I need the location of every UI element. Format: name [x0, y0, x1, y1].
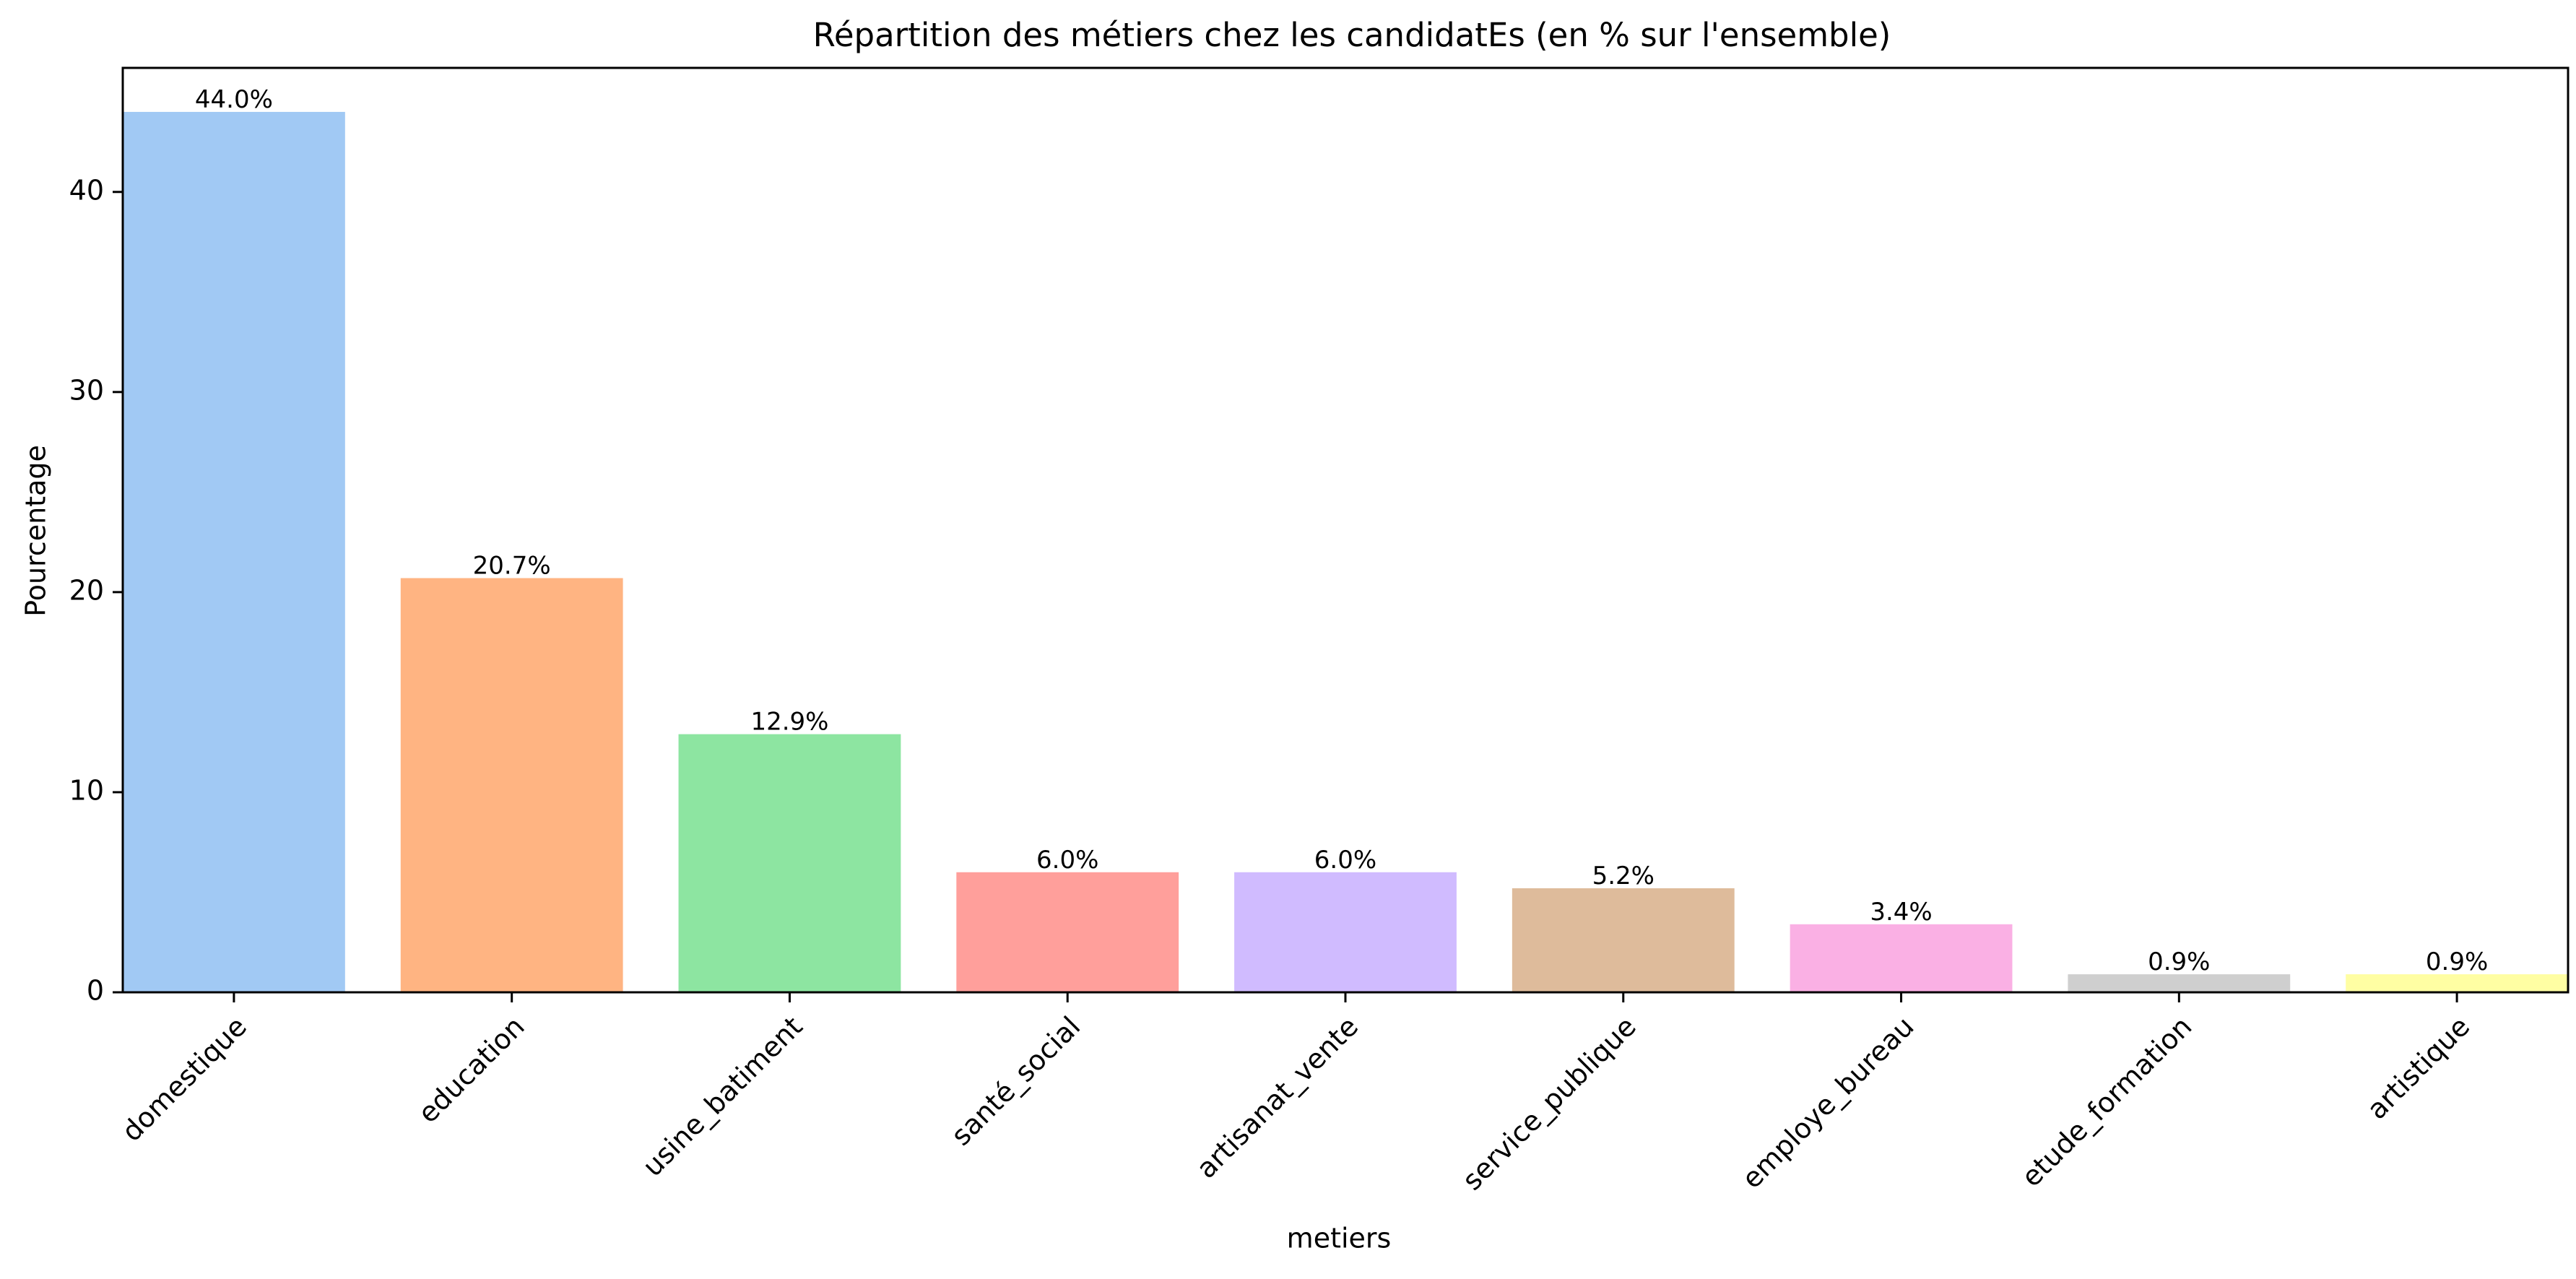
- value-label-santé_social: 6.0%: [1036, 846, 1098, 875]
- bar-usine_batiment: [678, 734, 901, 992]
- bar-service_publique: [1512, 888, 1735, 992]
- x-tick-label: artisanat_vente: [1190, 1010, 1364, 1184]
- value-labels-layer: 44.0% 20.7% 12.9% 6.0% 6.0% 5.2% 3.4% 0.9% 0.9%: [195, 85, 2488, 976]
- bar-education: [400, 578, 623, 992]
- x-tick-label: employe_bureau: [1735, 1010, 1920, 1195]
- value-label-usine_batiment: 12.9%: [750, 708, 828, 737]
- value-label-employe_bureau: 3.4%: [1870, 898, 1932, 927]
- x-tick-label: education: [412, 1010, 530, 1129]
- x-axis-label: metiers: [1287, 1223, 1392, 1254]
- y-tick-label: 10: [69, 774, 104, 806]
- y-tick-label: 40: [69, 174, 104, 206]
- value-label-etude_formation: 0.9%: [2148, 948, 2210, 976]
- x-tick-label: usine_batiment: [636, 1010, 808, 1182]
- x-axis: domestique education usine_batiment santé_s…: [116, 992, 2476, 1197]
- value-label-education: 20.7%: [473, 551, 551, 580]
- y-axis-label: Pourcentage: [20, 445, 52, 617]
- y-tick-label: 0: [87, 975, 104, 1007]
- bar-artisanat_vente: [1234, 872, 1457, 992]
- x-tick-label: etude_formation: [2016, 1010, 2198, 1193]
- value-label-artistique: 0.9%: [2426, 948, 2488, 976]
- x-tick-label: artistique: [2361, 1010, 2476, 1125]
- x-tick-label: domestique: [116, 1010, 253, 1148]
- y-axis: 0 10 20 30 40: [69, 174, 123, 1007]
- x-tick-label: santé_social: [945, 1010, 1087, 1152]
- value-label-artisanat_vente: 6.0%: [1314, 846, 1376, 875]
- plot-frame: [121, 66, 2570, 994]
- bar-etude_formation: [2068, 974, 2291, 992]
- bars-layer: [123, 111, 2568, 992]
- value-label-domestique: 44.0%: [195, 85, 273, 114]
- bar-artistique: [2346, 974, 2568, 992]
- bar-employe_bureau: [1790, 924, 2013, 992]
- y-tick-label: 30: [69, 374, 104, 406]
- chart-title: Répartition des métiers chez les candida…: [813, 16, 1891, 54]
- x-tick-label: service_publique: [1456, 1010, 1642, 1196]
- value-label-service_publique: 5.2%: [1592, 862, 1655, 890]
- y-tick-label: 20: [69, 574, 104, 606]
- bar-domestique: [123, 111, 345, 992]
- bar-santé_social: [956, 872, 1179, 992]
